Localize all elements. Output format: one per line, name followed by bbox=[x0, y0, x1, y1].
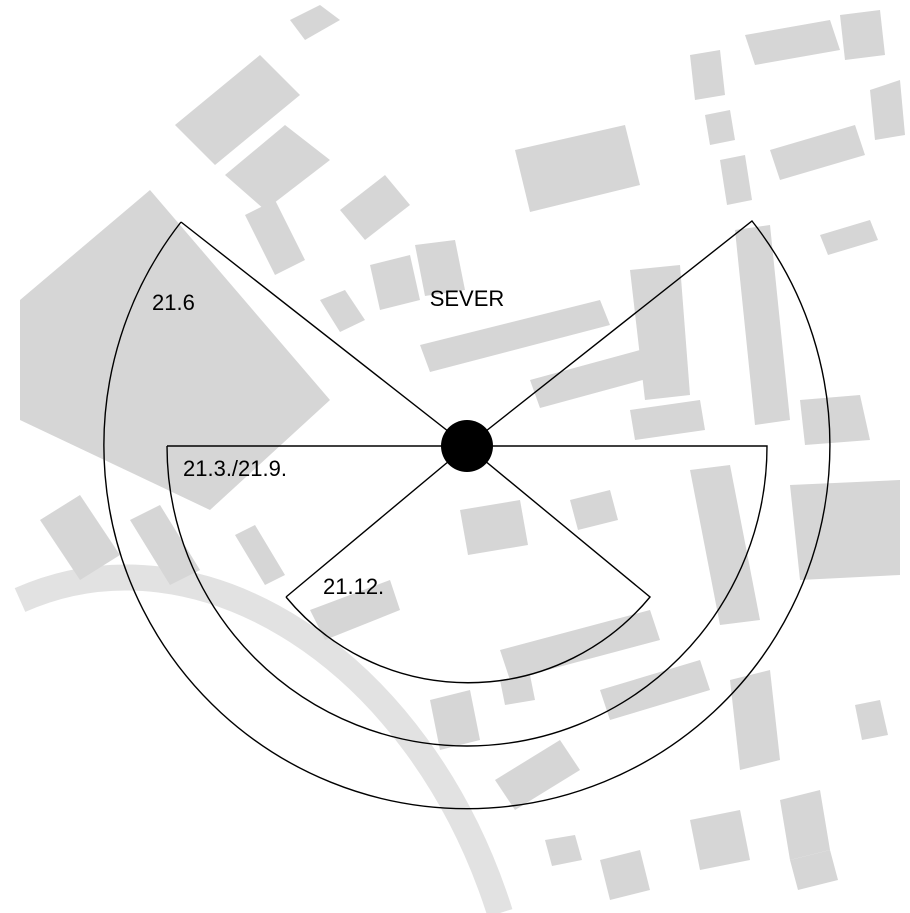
building bbox=[855, 700, 888, 740]
building bbox=[690, 810, 750, 870]
building bbox=[430, 690, 480, 750]
building bbox=[690, 50, 725, 100]
building bbox=[790, 480, 900, 580]
building bbox=[745, 20, 840, 65]
building bbox=[460, 500, 528, 555]
building bbox=[735, 225, 790, 425]
sector-label: 21.12. bbox=[323, 574, 384, 599]
building bbox=[690, 465, 760, 625]
building bbox=[500, 675, 535, 705]
building bbox=[790, 850, 838, 890]
building bbox=[545, 835, 582, 866]
north-label: SEVER bbox=[430, 286, 505, 311]
building bbox=[245, 200, 305, 275]
building bbox=[235, 525, 285, 585]
building bbox=[730, 670, 780, 770]
building bbox=[20, 190, 330, 510]
building bbox=[175, 55, 300, 165]
observer-point bbox=[441, 420, 493, 472]
sun-sectors bbox=[103, 220, 831, 810]
road bbox=[14, 564, 513, 913]
sector-equinox bbox=[166, 445, 768, 747]
building bbox=[600, 850, 650, 900]
building bbox=[840, 10, 885, 60]
building bbox=[705, 110, 735, 145]
building bbox=[495, 740, 580, 810]
building bbox=[415, 240, 465, 296]
building bbox=[340, 175, 410, 240]
sector-winter bbox=[285, 445, 651, 684]
building bbox=[320, 290, 365, 332]
building bbox=[600, 660, 710, 720]
building bbox=[800, 395, 870, 445]
building bbox=[290, 5, 340, 40]
building bbox=[570, 490, 618, 530]
building bbox=[40, 495, 120, 580]
sector-summer bbox=[103, 220, 831, 810]
building bbox=[310, 580, 400, 640]
building bbox=[515, 125, 640, 212]
building bbox=[370, 255, 420, 310]
sector-label: 21.3./21.9. bbox=[183, 456, 287, 481]
building bbox=[225, 125, 330, 210]
building bbox=[630, 400, 705, 440]
building bbox=[720, 155, 752, 205]
building bbox=[500, 610, 660, 680]
map-background bbox=[14, 5, 905, 913]
building bbox=[420, 300, 610, 372]
building bbox=[630, 265, 690, 400]
building bbox=[820, 220, 878, 255]
sector-label: 21.6 bbox=[152, 290, 195, 315]
building bbox=[130, 505, 200, 585]
building bbox=[780, 790, 830, 860]
building bbox=[530, 350, 650, 408]
building bbox=[770, 125, 865, 180]
building bbox=[870, 80, 905, 140]
